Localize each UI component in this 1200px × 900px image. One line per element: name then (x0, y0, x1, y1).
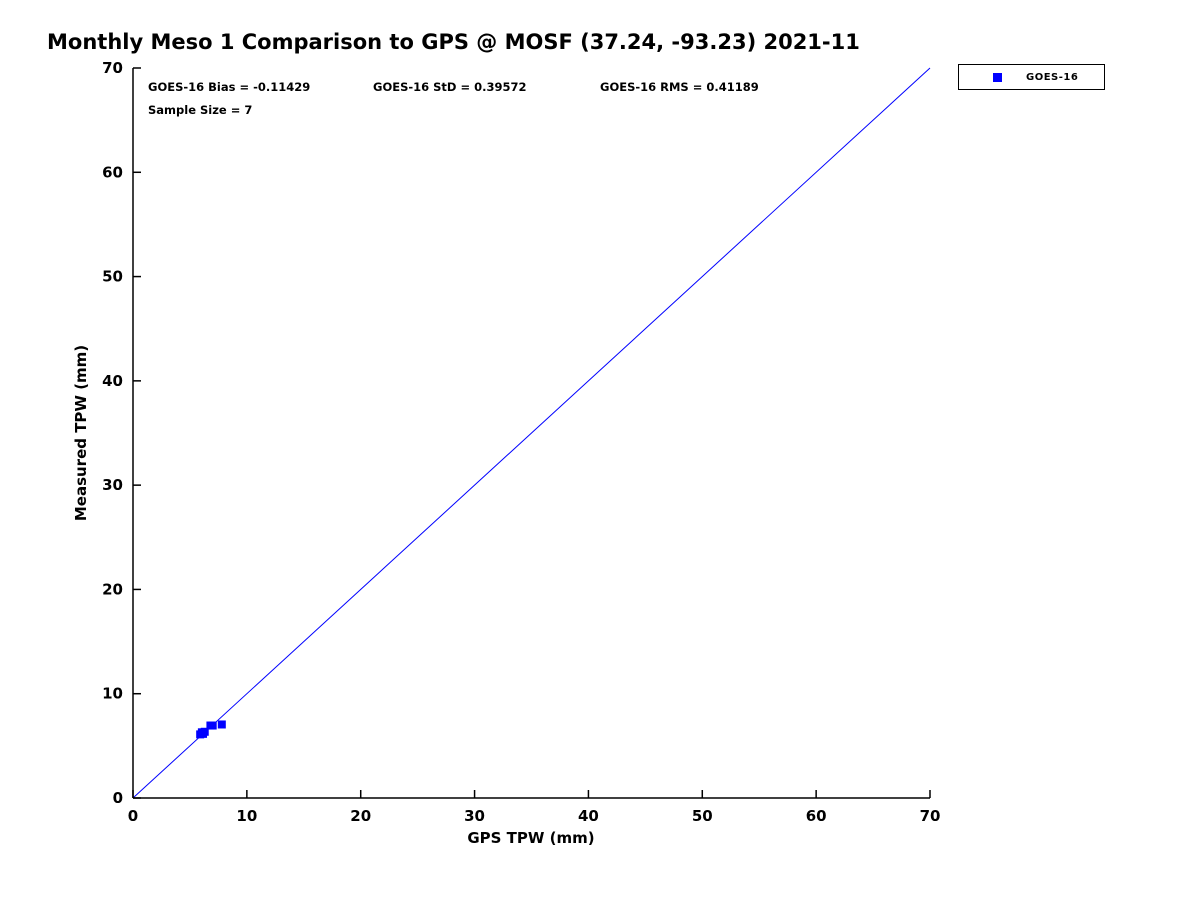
y-tick-label: 20 (102, 580, 123, 598)
x-axis-label: GPS TPW (mm) (467, 829, 594, 847)
data-point (200, 727, 209, 736)
plot-area: 0 10 20 30 40 50 60 70 0 10 20 30 40 50 60 70 (102, 59, 940, 825)
x-tick-label: 70 (920, 807, 941, 825)
identity-line (132, 67, 931, 799)
x-tick-label: 30 (464, 807, 485, 825)
stat-bias-annotation: GOES-16 Bias = -0.11429 (148, 80, 311, 94)
x-tick-label: 0 (128, 807, 138, 825)
stat-sample-size-annotation: Sample Size = 7 (148, 103, 253, 117)
y-tick-label: 50 (102, 268, 123, 286)
legend: GOES-16 (958, 64, 1105, 90)
x-tick-label: 10 (236, 807, 257, 825)
x-tick-label: 50 (692, 807, 713, 825)
x-tick-label: 60 (806, 807, 827, 825)
stat-rms-annotation: GOES-16 RMS = 0.41189 (600, 80, 759, 94)
x-tick-label: 40 (578, 807, 599, 825)
y-tick-label: 0 (113, 789, 123, 807)
stat-std-annotation: GOES-16 StD = 0.39572 (373, 80, 527, 94)
y-tick-label: 60 (102, 163, 123, 181)
y-tick-label: 40 (102, 372, 123, 390)
data-point (208, 721, 217, 730)
y-tick-label: 10 (102, 685, 123, 703)
data-point (217, 720, 226, 729)
y-axis-label: Measured TPW (mm) (72, 345, 90, 521)
y-tick-label: 30 (102, 476, 123, 494)
legend-entry-label: GOES-16 (1026, 71, 1079, 83)
x-tick-label: 20 (350, 807, 371, 825)
y-tick-label: 70 (102, 59, 123, 77)
legend-marker-square-icon (993, 72, 1002, 82)
chart-title: Monthly Meso 1 Comparison to GPS @ MOSF … (47, 30, 860, 54)
